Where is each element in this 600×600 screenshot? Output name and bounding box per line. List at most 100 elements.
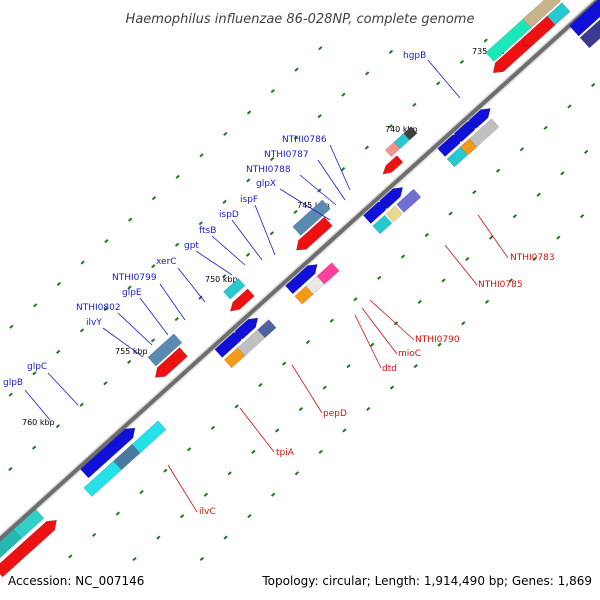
gene-label-gpt[interactable]: gpt (184, 241, 199, 251)
kbp-label-750: 750 kbp (205, 275, 238, 284)
tick-mark (31, 445, 37, 450)
leader-line (329, 144, 351, 191)
kbp-scale: 735 kbp 740 kbp 745 kbp 750 kbp 755 kbp … (22, 47, 505, 427)
gene-block-forward (80, 427, 136, 479)
genome-stats-text: Topology: circular; Length: 1,914,490 bp… (261, 574, 592, 588)
tick-mark (55, 424, 61, 429)
gene-label-ilvy[interactable]: ilvY (86, 318, 102, 328)
label-leaders (24, 59, 509, 513)
tick-mark (9, 324, 14, 329)
tick-mark (115, 511, 120, 516)
gene-label-mioc[interactable]: mioC (398, 349, 421, 359)
gene-label-nthi0786[interactable]: NTHI0786 (282, 135, 327, 145)
gene-block-forward (16, 520, 57, 558)
tick-mark (305, 340, 311, 345)
tick-mark (79, 402, 84, 407)
gene-block-forward (460, 138, 478, 156)
tick-mark (317, 188, 322, 193)
gene-label-nthi0802[interactable]: NTHI0802 (76, 303, 121, 313)
tick-mark (150, 338, 156, 343)
tick-mark (91, 532, 97, 538)
kbp-label-740: 740 kbp (385, 125, 418, 134)
tick-mark (294, 67, 299, 72)
gene-label-glpb[interactable]: glpB (3, 378, 23, 388)
leader-line (102, 327, 144, 358)
tick-mark (258, 382, 263, 388)
gene-label-nthi0799[interactable]: NTHI0799 (112, 273, 157, 283)
gene-label-nthi0787[interactable]: NTHI0787 (264, 150, 309, 160)
tick-mark (389, 385, 395, 390)
gene-label-ispf[interactable]: ispF (240, 195, 258, 205)
tick-mark (234, 404, 239, 409)
leader-line (427, 59, 461, 99)
tick-mark (222, 274, 227, 279)
tick-mark (365, 71, 370, 76)
kbp-label-745: 745 kbp (297, 201, 330, 210)
gene-label-nthi0788[interactable]: NTHI0788 (246, 165, 291, 175)
gene-label-pepd[interactable]: pepD (323, 409, 347, 419)
tick-mark (293, 135, 299, 140)
tick-mark (127, 285, 132, 290)
tick-mark (282, 361, 287, 366)
tick-mark (437, 342, 442, 347)
tick-mark (151, 264, 156, 269)
gene-label-nthi0783[interactable]: NTHI0783 (510, 253, 555, 263)
gene-label-dtd[interactable]: dtd (382, 364, 397, 374)
gene-block-reverse (147, 333, 183, 367)
tick-mark (519, 147, 525, 152)
tick-mark (203, 492, 209, 497)
tick-mark (56, 281, 62, 287)
tick-mark (245, 252, 251, 257)
gene-block-reverse (522, 0, 562, 29)
leader-line (299, 174, 337, 206)
gene-block-reverse (522, 15, 556, 47)
gene-label-tpia[interactable]: tpiA (276, 448, 295, 458)
scale-ticks (8, 38, 596, 562)
tick-mark (448, 211, 453, 216)
gene-label-glpe[interactable]: glpE (122, 288, 142, 298)
tick-mark (139, 490, 144, 495)
tick-mark (472, 190, 477, 195)
tick-mark (543, 125, 548, 130)
tick-mark (198, 295, 203, 300)
gene-label-xerc[interactable]: xerC (156, 257, 177, 267)
tick-mark (364, 145, 370, 150)
tick-mark (388, 49, 394, 54)
tick-mark (400, 254, 406, 259)
gene-label-glpx[interactable]: glpX (256, 179, 276, 189)
gene-label-ispd[interactable]: ispD (219, 210, 239, 220)
gene-label-nthi0785[interactable]: NTHI0785 (478, 280, 523, 290)
tick-mark (174, 242, 180, 247)
gene-block-forward (316, 262, 340, 285)
gene-block-forward (579, 19, 600, 49)
leader-line (317, 159, 346, 201)
tick-mark (246, 178, 251, 183)
tick-mark (461, 321, 466, 326)
gene-block-forward (568, 0, 600, 37)
tick-mark (8, 392, 13, 397)
tick-mark (294, 471, 300, 476)
leader-line (211, 235, 246, 266)
tick-mark (56, 349, 61, 354)
tick-mark (370, 342, 375, 347)
tick-mark (198, 221, 203, 226)
gene-block-forward (468, 108, 491, 129)
tick-mark (210, 425, 216, 430)
gene-label-nthi0790[interactable]: NTHI0790 (415, 335, 460, 345)
leader-line (369, 299, 415, 341)
tick-mark (179, 514, 185, 519)
leader-line (159, 283, 186, 321)
tick-mark (174, 316, 179, 322)
gene-label-ilvc[interactable]: ilvC (199, 507, 216, 517)
tick-mark (103, 381, 108, 386)
tick-mark (132, 556, 137, 562)
gene-label-hgpb[interactable]: hgpB (403, 51, 426, 61)
gene-label-glpc[interactable]: glpC (27, 362, 47, 372)
tick-mark (536, 192, 541, 197)
gene-block-forward (285, 264, 318, 295)
leader-line (195, 250, 233, 276)
gene-block-reverse (403, 126, 418, 141)
gene-label-ftsb[interactable]: ftsB (199, 226, 216, 236)
